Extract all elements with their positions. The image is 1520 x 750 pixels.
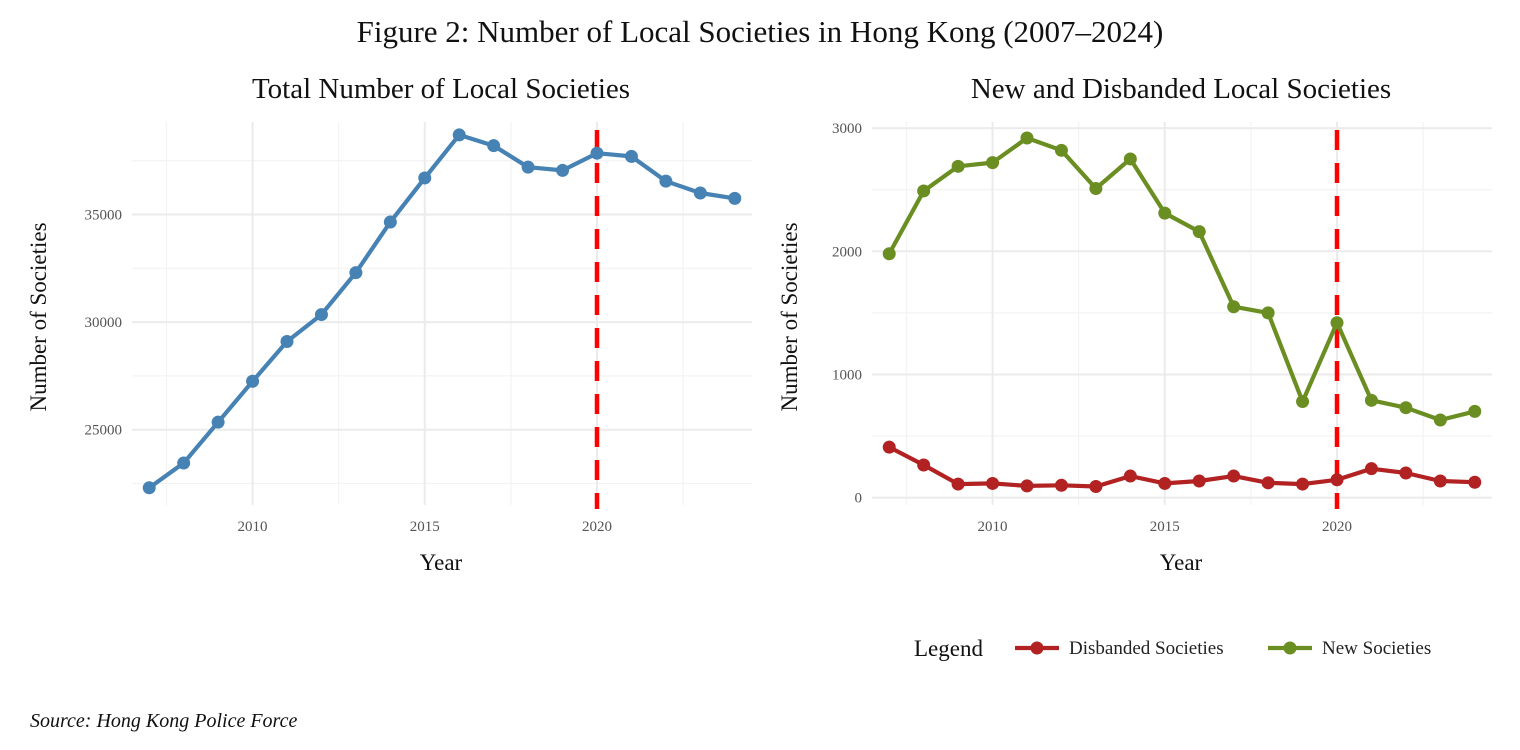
data-point <box>1158 476 1172 490</box>
data-point <box>142 481 156 495</box>
x-tick-label: 2010 <box>238 519 268 535</box>
data-point <box>314 308 328 322</box>
data-point <box>1123 469 1137 483</box>
data-point <box>280 334 294 348</box>
data-point <box>1261 306 1275 320</box>
data-point <box>1330 473 1344 487</box>
data-point <box>1296 395 1310 409</box>
grid-total <box>132 122 752 505</box>
x-axis-label-total: Year <box>420 550 463 575</box>
data-point <box>951 159 965 173</box>
data-point <box>1054 143 1068 157</box>
data-point <box>1399 466 1413 480</box>
data-point <box>624 149 638 163</box>
data-point <box>1192 474 1206 488</box>
legend-swatch-point <box>1030 641 1044 655</box>
data-point <box>1089 182 1103 196</box>
panel-total: Total Number of Local Societies 2010 2015… <box>26 73 752 575</box>
source-note: Source: Hong Kong Police Force <box>30 710 297 732</box>
series-line-new-disbanded-1 <box>887 135 1477 423</box>
data-point <box>349 266 363 280</box>
data-point <box>1468 404 1482 418</box>
data-point <box>1020 131 1034 145</box>
y-axis-label-total: Number of Societies <box>26 222 51 411</box>
figure-title: Figure 2: Number of Local Societies in H… <box>357 14 1164 49</box>
y-tick-label: 1000 <box>832 367 862 383</box>
panel-title-total: Total Number of Local Societies <box>252 73 630 105</box>
data-point <box>521 160 535 174</box>
data-point <box>1364 462 1378 476</box>
x-tick-label: 2010 <box>978 519 1008 535</box>
data-point <box>452 128 466 142</box>
legend-title: Legend <box>914 636 983 661</box>
data-point <box>1227 469 1241 483</box>
x-tick-label: 2020 <box>1322 519 1352 535</box>
data-point <box>986 476 1000 490</box>
panel-title-new-disbanded: New and Disbanded Local Societies <box>971 73 1391 105</box>
data-point <box>986 156 1000 170</box>
series-line-new-disbanded-0 <box>887 445 1477 489</box>
data-point <box>917 458 931 472</box>
data-point <box>659 174 673 188</box>
data-point <box>882 440 896 454</box>
y-tick-label: 3000 <box>832 121 862 137</box>
x-axis-label-new-disbanded: Year <box>1160 550 1203 575</box>
data-point <box>383 215 397 229</box>
data-point <box>246 374 260 388</box>
x-tick-label: 2015 <box>1150 519 1180 535</box>
data-point <box>1433 474 1447 488</box>
y-ticks-new-disbanded: 0 1000 2000 3000 <box>832 121 862 506</box>
y-tick-label: 2000 <box>832 244 862 260</box>
data-point <box>1399 401 1413 415</box>
x-tick-label: 2020 <box>582 519 612 535</box>
y-axis-label-new-disbanded: Number of Societies <box>777 222 802 411</box>
data-point <box>693 186 707 200</box>
data-point <box>1158 206 1172 220</box>
x-tick-label: 2015 <box>410 519 440 535</box>
y-tick-label: 0 <box>855 491 863 507</box>
grid-new-disbanded <box>872 122 1492 505</box>
legend: Legend Disbanded Societies New Societies <box>914 636 1431 661</box>
data-point <box>917 184 931 198</box>
data-point <box>1192 225 1206 239</box>
series-total <box>142 128 742 495</box>
data-point <box>1020 479 1034 493</box>
y-ticks-total: 25000 30000 35000 <box>85 208 123 439</box>
data-point <box>1330 316 1344 330</box>
x-ticks-new-disbanded: 2010 2015 2020 <box>978 519 1352 535</box>
data-point <box>1364 393 1378 407</box>
data-point <box>487 139 501 153</box>
data-point <box>177 456 191 470</box>
legend-item-label: New Societies <box>1322 638 1431 659</box>
data-point <box>418 171 432 185</box>
data-point <box>882 247 896 261</box>
series-line-total-0 <box>147 132 737 490</box>
series-new-disbanded <box>882 131 1482 494</box>
data-point <box>728 191 742 205</box>
y-tick-label: 25000 <box>85 423 123 439</box>
data-point <box>1468 475 1482 489</box>
data-point <box>211 415 225 429</box>
data-point <box>556 163 570 177</box>
data-point <box>1089 480 1103 494</box>
data-point <box>951 477 965 491</box>
y-tick-label: 35000 <box>85 208 123 224</box>
panel-new-disbanded: New and Disbanded Local Societies 2010 20… <box>777 73 1492 575</box>
data-point <box>1296 477 1310 491</box>
legend-item-label: Disbanded Societies <box>1069 638 1224 659</box>
y-tick-label: 30000 <box>85 315 123 331</box>
data-point <box>1227 300 1241 314</box>
data-point <box>1433 413 1447 427</box>
data-point <box>590 146 604 160</box>
legend-swatch-point <box>1283 641 1297 655</box>
data-point <box>1261 476 1275 490</box>
x-ticks-total: 2010 2015 2020 <box>238 519 612 535</box>
data-point <box>1054 478 1068 492</box>
data-point <box>1123 152 1137 166</box>
